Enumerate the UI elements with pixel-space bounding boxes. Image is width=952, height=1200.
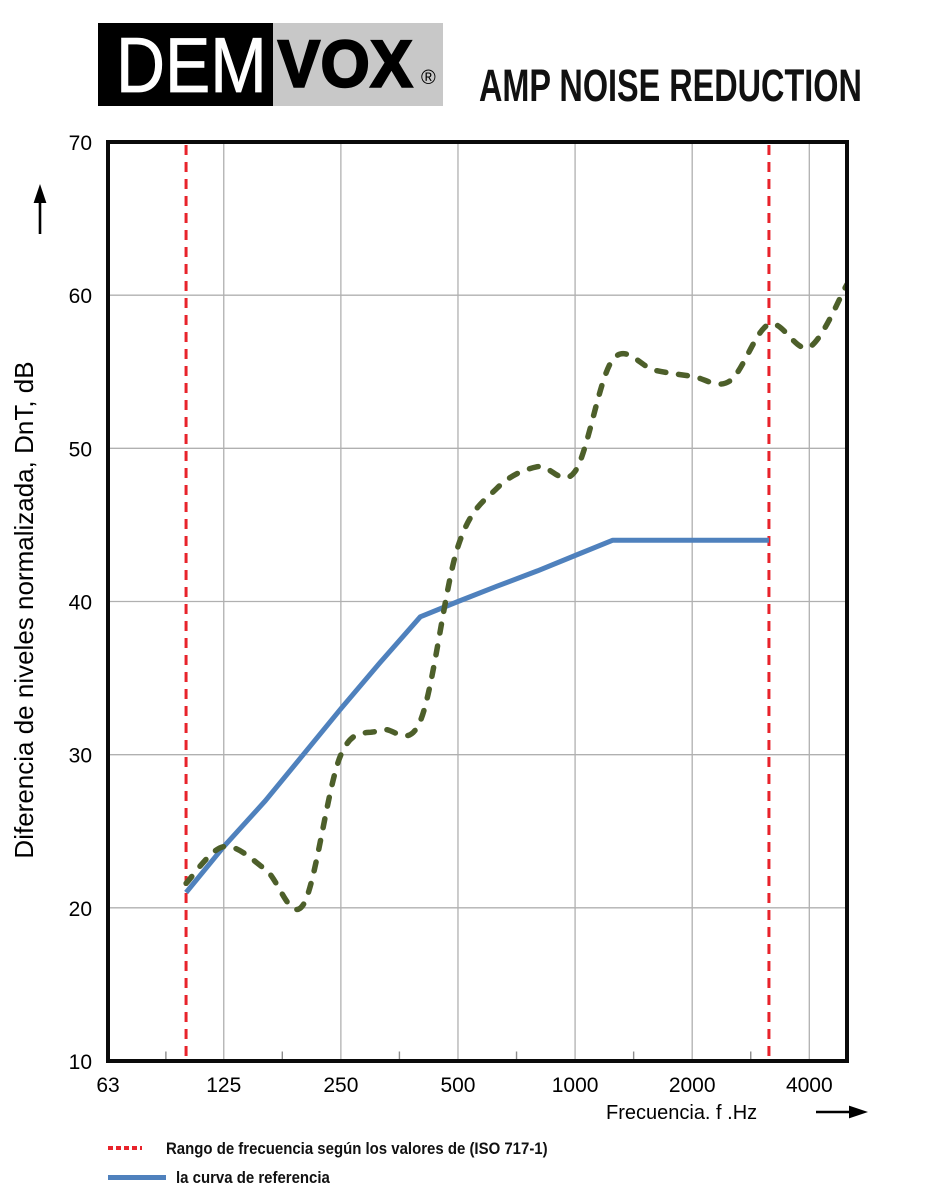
x-tick-label-500: 500 bbox=[440, 1074, 475, 1097]
y-tick-label-40: 40 bbox=[69, 592, 92, 615]
legend-label-frequency-range: Rango de frecuencia según los valores de… bbox=[166, 1139, 548, 1158]
y-tick-label-10: 10 bbox=[69, 1051, 92, 1074]
plot-border bbox=[106, 140, 849, 1063]
y-tick-label-30: 30 bbox=[69, 745, 92, 768]
x-tick-label-250: 250 bbox=[323, 1074, 358, 1097]
y-tick-label-20: 20 bbox=[69, 898, 92, 921]
legend-swatch-red-dashed-icon bbox=[108, 1146, 142, 1150]
plot-layer: 63 125 250 500 1000 2000 4000 10 20 30 40 50 60 70 bbox=[69, 132, 849, 1097]
x-tick-label-63: 63 bbox=[96, 1074, 119, 1097]
logo-vox-text: VOX bbox=[277, 26, 414, 101]
legend-label-reference-curve: la curva de referencia bbox=[176, 1168, 330, 1187]
registered-trademark-icon: ® bbox=[421, 67, 436, 89]
x-axis-arrow-icon bbox=[816, 1105, 868, 1119]
demvox-logo: DEM VOX ® bbox=[98, 23, 443, 106]
x-tick-label-4000: 4000 bbox=[786, 1074, 833, 1097]
y-axis-label: Diferencia de niveles normalizada, DnT, … bbox=[9, 361, 39, 858]
x-axis-label: Frecuencia. f .Hz bbox=[606, 1102, 757, 1124]
page-title: AMP NOISE REDUCTION bbox=[479, 60, 862, 111]
y-tick-label-60: 60 bbox=[69, 285, 92, 308]
series-reference-curve bbox=[184, 537, 769, 895]
logo-dem-box: DEM bbox=[98, 23, 273, 106]
y-tick-label-50: 50 bbox=[69, 438, 92, 461]
logo-vox-box: VOX ® bbox=[273, 23, 443, 106]
x-tick-label-125: 125 bbox=[206, 1074, 241, 1097]
logo-dem-text: DEM bbox=[116, 20, 268, 109]
y-axis-arrow-icon bbox=[33, 184, 47, 234]
chart-canvas: 63 125 250 500 1000 2000 4000 10 20 30 40 50 60 70 Fr… bbox=[9, 132, 868, 1124]
x-tick-label-2000: 2000 bbox=[669, 1074, 716, 1097]
legend-swatch-blue-solid-icon bbox=[108, 1175, 166, 1180]
x-tick-label-1000: 1000 bbox=[552, 1074, 599, 1097]
y-tick-label-70: 70 bbox=[69, 132, 92, 155]
series-measured-curve bbox=[183, 282, 845, 913]
